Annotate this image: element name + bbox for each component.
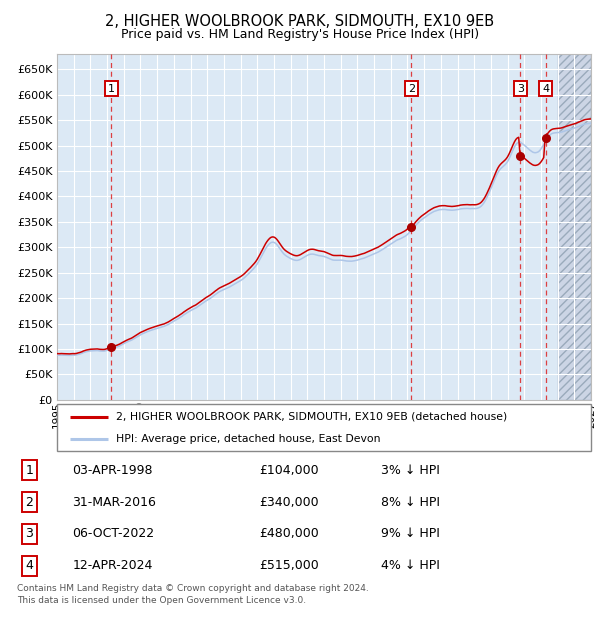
Text: 4: 4: [542, 84, 549, 94]
Text: 4: 4: [25, 559, 33, 572]
FancyBboxPatch shape: [57, 404, 591, 451]
Text: 3% ↓ HPI: 3% ↓ HPI: [380, 464, 440, 477]
Text: 3: 3: [25, 528, 33, 541]
Bar: [557, 54, 591, 400]
Text: 31-MAR-2016: 31-MAR-2016: [73, 495, 157, 508]
Text: £340,000: £340,000: [260, 495, 319, 508]
Text: 2: 2: [25, 495, 33, 508]
Text: 1: 1: [108, 84, 115, 94]
Text: 9% ↓ HPI: 9% ↓ HPI: [380, 528, 440, 541]
Text: 2: 2: [408, 84, 415, 94]
Text: 8% ↓ HPI: 8% ↓ HPI: [380, 495, 440, 508]
Text: HPI: Average price, detached house, East Devon: HPI: Average price, detached house, East…: [116, 433, 380, 444]
Text: 2, HIGHER WOOLBROOK PARK, SIDMOUTH, EX10 9EB (detached house): 2, HIGHER WOOLBROOK PARK, SIDMOUTH, EX10…: [116, 412, 507, 422]
Text: 06-OCT-2022: 06-OCT-2022: [73, 528, 155, 541]
Text: 03-APR-1998: 03-APR-1998: [73, 464, 153, 477]
Text: 2, HIGHER WOOLBROOK PARK, SIDMOUTH, EX10 9EB: 2, HIGHER WOOLBROOK PARK, SIDMOUTH, EX10…: [106, 14, 494, 29]
Text: £104,000: £104,000: [260, 464, 319, 477]
Text: £480,000: £480,000: [260, 528, 319, 541]
Text: 12-APR-2024: 12-APR-2024: [73, 559, 153, 572]
Bar: [557, 54, 591, 400]
Text: 4% ↓ HPI: 4% ↓ HPI: [380, 559, 440, 572]
Text: 1: 1: [25, 464, 33, 477]
Text: 3: 3: [517, 84, 524, 94]
Text: Price paid vs. HM Land Registry's House Price Index (HPI): Price paid vs. HM Land Registry's House …: [121, 28, 479, 41]
Text: £515,000: £515,000: [260, 559, 319, 572]
Text: Contains HM Land Registry data © Crown copyright and database right 2024.
This d: Contains HM Land Registry data © Crown c…: [17, 584, 368, 605]
